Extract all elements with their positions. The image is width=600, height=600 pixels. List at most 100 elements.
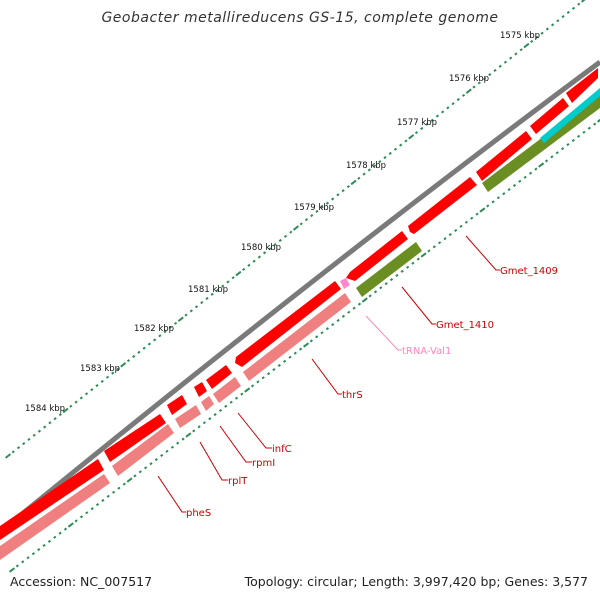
scale-label: 1582 kbp: [134, 324, 174, 334]
second-track-features: [0, 88, 600, 560]
minor-tick: [133, 474, 137, 478]
cds-feature-infc[interactable]: [206, 365, 232, 389]
cyan-feature[interactable]: [540, 88, 600, 143]
minor-tick: [208, 417, 212, 421]
light-cds-feature[interactable]: [201, 396, 214, 411]
minor-tick: [268, 247, 272, 251]
leader-line-gmet-1409: [465, 235, 500, 271]
minor-tick: [132, 354, 136, 359]
minor-tick: [587, 126, 591, 130]
minor-tick: [137, 350, 141, 354]
gene-label-rplt[interactable]: rplT: [228, 476, 248, 487]
cds-feature-thrs[interactable]: [235, 281, 341, 367]
minor-tick: [540, 31, 544, 35]
minor-tick: [205, 296, 209, 301]
minor-tick: [149, 462, 153, 466]
minor-tick: [252, 259, 256, 263]
gene-label-rpmi[interactable]: rpmI: [252, 458, 275, 469]
minor-tick: [85, 511, 89, 515]
major-tick: [538, 162, 545, 168]
minor-tick: [571, 6, 576, 10]
minor-tick: [443, 237, 447, 241]
gene-label-gmet-1410[interactable]: Gmet_1410: [436, 320, 494, 331]
minor-tick: [502, 192, 506, 196]
cds-feature-phes[interactable]: [104, 414, 166, 462]
trna-feature[interactable]: [340, 278, 350, 289]
gene-label-thrs[interactable]: thrS: [342, 390, 363, 401]
light-cds-feature[interactable]: [175, 405, 201, 428]
genome-backbone: [0, 59, 600, 534]
minor-tick: [200, 301, 204, 305]
minor-tick: [288, 355, 292, 359]
minor-tick: [90, 507, 94, 511]
minor-tick: [226, 280, 230, 284]
cds-feature[interactable]: [0, 459, 104, 540]
gene-label-infc[interactable]: infC: [272, 444, 292, 455]
major-tick: [62, 407, 69, 414]
minor-tick: [116, 367, 120, 371]
cds-feature[interactable]: [530, 98, 569, 134]
minor-tick: [315, 209, 319, 213]
minor-tick: [438, 241, 442, 245]
minor-tick: [11, 450, 15, 454]
minor-tick: [550, 23, 555, 27]
gene-label-gmet-1409[interactable]: Gmet_1409: [500, 266, 558, 277]
minor-tick: [325, 327, 329, 331]
minor-tick: [184, 313, 188, 317]
minor-tick: [31, 552, 36, 556]
major-tick: [596, 118, 600, 123]
cds-feature[interactable]: [566, 68, 598, 103]
minor-tick: [278, 238, 282, 242]
minor-tick: [224, 404, 228, 408]
minor-tick: [142, 346, 146, 350]
cds-feature[interactable]: [476, 131, 532, 181]
green-feature[interactable]: [356, 242, 422, 297]
minor-tick: [165, 449, 169, 453]
minor-tick: [63, 527, 68, 531]
minor-tick: [357, 302, 362, 306]
scale-label: 1580 kbp: [241, 243, 281, 253]
minor-tick: [22, 441, 26, 446]
minor-tick: [32, 433, 36, 437]
minor-tick: [459, 224, 463, 228]
major-tick: [185, 432, 192, 438]
light-cds-feature[interactable]: [243, 293, 351, 381]
minor-tick: [304, 218, 309, 222]
minor-tick: [545, 27, 549, 31]
cds-feature-gmet-1409[interactable]: [408, 177, 477, 234]
minor-tick: [138, 470, 142, 474]
cds-feature-gmet-1410[interactable]: [346, 231, 408, 281]
minor-tick: [213, 412, 217, 417]
minor-tick: [523, 175, 527, 179]
minor-tick: [229, 400, 233, 404]
minor-tick: [555, 151, 559, 155]
cds-feature-rpmi[interactable]: [194, 382, 207, 397]
light-cds-feature[interactable]: [213, 377, 241, 403]
minor-tick: [341, 314, 345, 318]
light-cds-feature[interactable]: [0, 474, 110, 560]
major-tick: [120, 362, 127, 368]
major-tick: [420, 252, 427, 258]
cds-feature-rplt[interactable]: [167, 395, 187, 415]
minor-tick: [21, 560, 25, 564]
minor-tick: [362, 172, 366, 176]
minor-tick: [566, 10, 570, 14]
minor-tick: [404, 139, 408, 143]
leader-line-rplt: [199, 441, 228, 481]
minor-tick: [430, 118, 434, 122]
light-cds-feature[interactable]: [112, 424, 174, 476]
minor-tick: [331, 197, 335, 201]
scale-label: 1579 kbp: [294, 203, 334, 213]
minor-tick: [482, 77, 487, 81]
major-tick: [580, 0, 586, 3]
minor-tick: [491, 200, 495, 204]
minor-tick: [122, 482, 126, 486]
major-tick: [9, 567, 15, 573]
minor-tick: [289, 230, 293, 234]
minor-tick: [320, 331, 324, 335]
forward-strand-features: [0, 68, 598, 540]
minor-tick: [147, 342, 151, 346]
gene-label-trna-val1[interactable]: tRNA-Val1: [402, 346, 451, 357]
gene-label-phes[interactable]: pheS: [186, 508, 211, 519]
minor-tick: [37, 547, 41, 552]
